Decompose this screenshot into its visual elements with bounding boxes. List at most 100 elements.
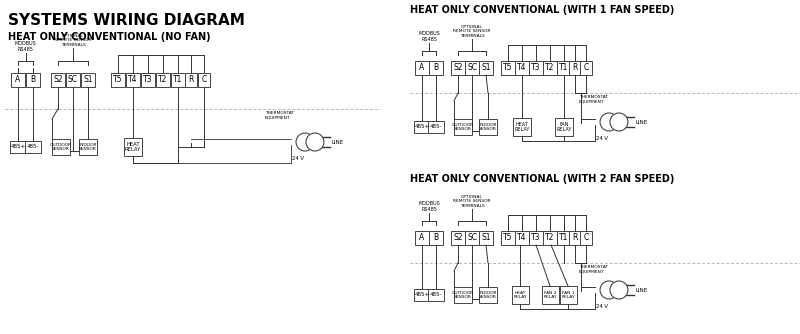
- Text: HEAT ONLY CONVENTIONAL (WITH 1 FAN SPEED): HEAT ONLY CONVENTIONAL (WITH 1 FAN SPEED…: [410, 5, 674, 15]
- FancyBboxPatch shape: [414, 121, 430, 133]
- Text: S1: S1: [482, 63, 490, 72]
- Text: 24 V: 24 V: [596, 304, 608, 309]
- Text: T1: T1: [559, 233, 569, 242]
- FancyBboxPatch shape: [529, 231, 543, 245]
- Circle shape: [600, 113, 618, 131]
- Text: A: A: [419, 63, 425, 72]
- Circle shape: [306, 133, 324, 151]
- Text: C: C: [202, 75, 206, 85]
- FancyBboxPatch shape: [11, 73, 25, 87]
- Text: R: R: [572, 233, 578, 242]
- Circle shape: [610, 113, 628, 131]
- Text: HEAT
RELAY: HEAT RELAY: [514, 122, 530, 132]
- FancyBboxPatch shape: [429, 61, 443, 75]
- Text: 485+: 485+: [10, 145, 26, 150]
- Text: T4: T4: [518, 233, 526, 242]
- Text: OPTIONAL
REMOTE SENSOR
TERMINALS: OPTIONAL REMOTE SENSOR TERMINALS: [454, 195, 490, 208]
- Text: T2: T2: [546, 63, 554, 72]
- Text: B: B: [434, 63, 438, 72]
- Text: S1: S1: [83, 75, 93, 85]
- Text: T3: T3: [531, 63, 541, 72]
- Text: SC: SC: [467, 63, 477, 72]
- FancyBboxPatch shape: [198, 73, 210, 87]
- FancyBboxPatch shape: [501, 61, 515, 75]
- Text: FAN 1
RELAY: FAN 1 RELAY: [562, 291, 574, 299]
- FancyBboxPatch shape: [559, 286, 577, 304]
- FancyBboxPatch shape: [557, 231, 571, 245]
- Text: HEAT ONLY CONVENTIONAL (NO FAN): HEAT ONLY CONVENTIONAL (NO FAN): [8, 32, 210, 42]
- FancyBboxPatch shape: [569, 231, 581, 245]
- Text: OPTIONAL
REMOTE SENSOR
TERMINALS: OPTIONAL REMOTE SENSOR TERMINALS: [454, 25, 490, 38]
- Text: T1: T1: [174, 75, 182, 85]
- FancyBboxPatch shape: [25, 141, 41, 153]
- Text: SC: SC: [68, 75, 78, 85]
- Text: T4: T4: [128, 75, 138, 85]
- FancyBboxPatch shape: [185, 73, 197, 87]
- FancyBboxPatch shape: [414, 289, 430, 301]
- Text: MODBUS
RS485: MODBUS RS485: [418, 201, 440, 212]
- Text: THERMOSTAT
EQUIPMENT: THERMOSTAT EQUIPMENT: [265, 111, 294, 120]
- Text: B: B: [30, 75, 35, 85]
- Text: THERMOSTAT
EQUIPMENT: THERMOSTAT EQUIPMENT: [579, 265, 608, 274]
- Text: T3: T3: [143, 75, 153, 85]
- FancyBboxPatch shape: [515, 231, 529, 245]
- Text: HEAT
RELAY: HEAT RELAY: [125, 142, 141, 152]
- FancyBboxPatch shape: [51, 73, 65, 87]
- FancyBboxPatch shape: [124, 138, 142, 156]
- FancyBboxPatch shape: [569, 61, 581, 75]
- Text: FAN
RELAY: FAN RELAY: [556, 122, 572, 132]
- Text: SC: SC: [467, 233, 477, 242]
- Text: S1: S1: [482, 233, 490, 242]
- FancyBboxPatch shape: [515, 61, 529, 75]
- FancyBboxPatch shape: [111, 73, 125, 87]
- Text: OUTDOOR
SENSOR: OUTDOOR SENSOR: [452, 291, 474, 299]
- FancyBboxPatch shape: [513, 118, 531, 136]
- Text: A: A: [419, 233, 425, 242]
- FancyBboxPatch shape: [529, 61, 543, 75]
- Text: OPTIONAL
REMOTE SENSOR
TERMINALS: OPTIONAL REMOTE SENSOR TERMINALS: [54, 34, 92, 47]
- FancyBboxPatch shape: [429, 231, 443, 245]
- Text: R: R: [188, 75, 194, 85]
- FancyBboxPatch shape: [66, 73, 80, 87]
- Text: OUTDOOR
SENSOR: OUTDOOR SENSOR: [452, 123, 474, 131]
- Text: T2: T2: [158, 75, 168, 85]
- Text: R: R: [572, 63, 578, 72]
- FancyBboxPatch shape: [141, 73, 155, 87]
- FancyBboxPatch shape: [501, 231, 515, 245]
- Text: HEAT
RELAY: HEAT RELAY: [514, 291, 526, 299]
- FancyBboxPatch shape: [557, 61, 571, 75]
- Text: THERMOSTAT
EQUIPMENT: THERMOSTAT EQUIPMENT: [579, 95, 608, 104]
- FancyBboxPatch shape: [428, 289, 444, 301]
- FancyBboxPatch shape: [26, 73, 40, 87]
- Text: 24 V: 24 V: [596, 136, 608, 141]
- FancyBboxPatch shape: [454, 287, 472, 303]
- Text: T4: T4: [518, 63, 526, 72]
- FancyBboxPatch shape: [479, 231, 493, 245]
- FancyBboxPatch shape: [428, 121, 444, 133]
- Text: 485-: 485-: [430, 125, 442, 130]
- Text: S2: S2: [54, 75, 62, 85]
- Text: T1: T1: [559, 63, 569, 72]
- FancyBboxPatch shape: [511, 286, 529, 304]
- FancyBboxPatch shape: [126, 73, 140, 87]
- Text: LINE: LINE: [636, 120, 648, 125]
- FancyBboxPatch shape: [171, 73, 185, 87]
- FancyBboxPatch shape: [580, 231, 592, 245]
- Text: LINE: LINE: [636, 288, 648, 293]
- Text: INDOOR
SENSOR: INDOOR SENSOR: [479, 123, 497, 131]
- Text: S2: S2: [454, 233, 462, 242]
- FancyBboxPatch shape: [465, 61, 479, 75]
- Text: MODBUS
RS485: MODBUS RS485: [418, 31, 440, 42]
- Text: T3: T3: [531, 233, 541, 242]
- FancyBboxPatch shape: [451, 231, 465, 245]
- Text: 485-: 485-: [26, 145, 39, 150]
- FancyBboxPatch shape: [465, 231, 479, 245]
- FancyBboxPatch shape: [451, 61, 465, 75]
- FancyBboxPatch shape: [81, 73, 95, 87]
- Text: FAN 2
RELAY: FAN 2 RELAY: [543, 291, 557, 299]
- Text: MODBUS
RS485: MODBUS RS485: [14, 41, 36, 52]
- Circle shape: [610, 281, 628, 299]
- Text: T5: T5: [503, 63, 513, 72]
- Text: T5: T5: [503, 233, 513, 242]
- Text: 24 V: 24 V: [292, 156, 304, 161]
